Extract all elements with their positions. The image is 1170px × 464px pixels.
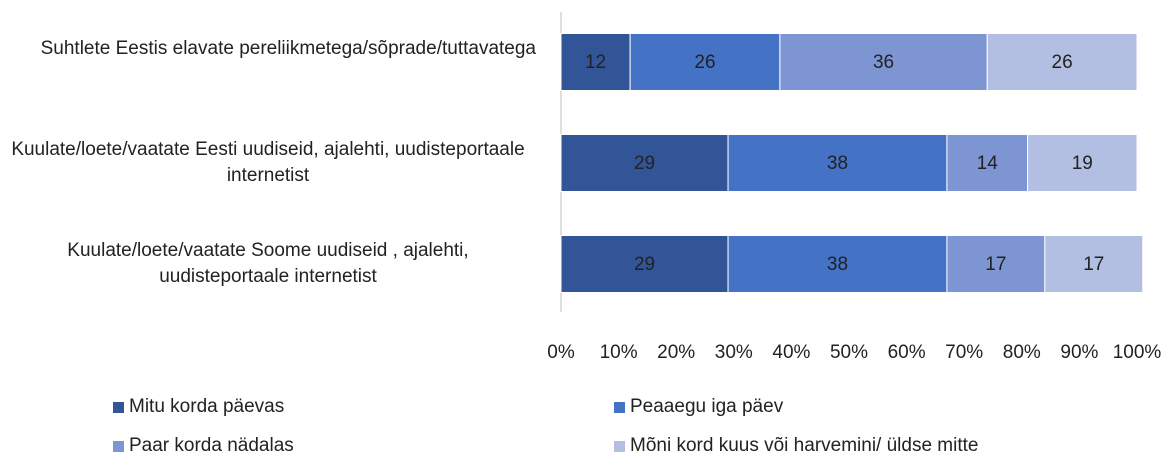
x-tick-label: 10% [600,342,638,363]
legend-item: Mitu korda päevas [113,396,284,418]
x-tick-label: 50% [830,342,868,363]
x-tick-label: 80% [1003,342,1041,363]
x-tick-label: 40% [772,342,810,363]
legend-swatch [113,401,124,413]
bar-segment [1027,134,1138,192]
category-label: Kuulate/loete/vaatate Soome uudiseid , a… [0,238,536,290]
data-label: 26 [694,52,715,73]
legend-item: Paar korda nädalas [113,435,294,457]
legend-swatch [614,401,625,413]
x-tick-label: 0% [547,342,575,363]
data-label: 19 [1072,153,1093,174]
data-label: 38 [827,254,848,275]
data-label: 17 [1083,254,1104,275]
legend-item: Mõni kord kuus või harvemini/ üldse mitt… [614,435,978,457]
x-tick-label: 60% [888,342,926,363]
data-label: 29 [634,254,655,275]
x-tick-label: 30% [715,342,753,363]
data-label: 26 [1052,52,1073,73]
data-label: 12 [585,52,606,73]
x-tick-label: 70% [945,342,983,363]
bar-segment [779,33,988,91]
legend-label: Mõni kord kuus või harvemini/ üldse mitt… [630,435,979,456]
legend-label: Mitu korda päevas [129,396,285,417]
data-label: 29 [634,153,655,174]
bar-segment [1044,235,1144,293]
category-text: Kuulate/loete/vaatate Eesti uudiseid, aj… [11,139,525,186]
legend-swatch [113,440,124,452]
bar-segment [629,33,781,91]
category-text: Kuulate/loete/vaatate Soome uudiseid , a… [67,240,469,287]
x-tick-label: 20% [657,342,695,363]
data-label: 36 [873,52,894,73]
data-label: 38 [827,153,848,174]
category-label: Suhtlete Eestis elavate pereliikmetega/s… [0,36,536,62]
legend-item: Peaaegu iga päev [614,396,783,418]
category-label: Kuulate/loete/vaatate Eesti uudiseid, aj… [0,137,536,189]
bar-segment [986,33,1138,91]
bar-segment [946,235,1046,293]
legend-swatch [614,440,625,452]
legend-label: Paar korda nädalas [129,435,294,456]
bar-segment [727,134,948,192]
data-label: 17 [985,254,1006,275]
x-tick-label: 100% [1113,342,1162,363]
category-text: Suhtlete Eestis elavate pereliikmetega/s… [40,38,536,59]
legend-label: Peaaegu iga päev [630,396,784,417]
bar-segment [727,235,948,293]
bar-segment [560,235,729,293]
data-label: 14 [977,153,999,174]
x-tick-label: 90% [1060,342,1098,363]
